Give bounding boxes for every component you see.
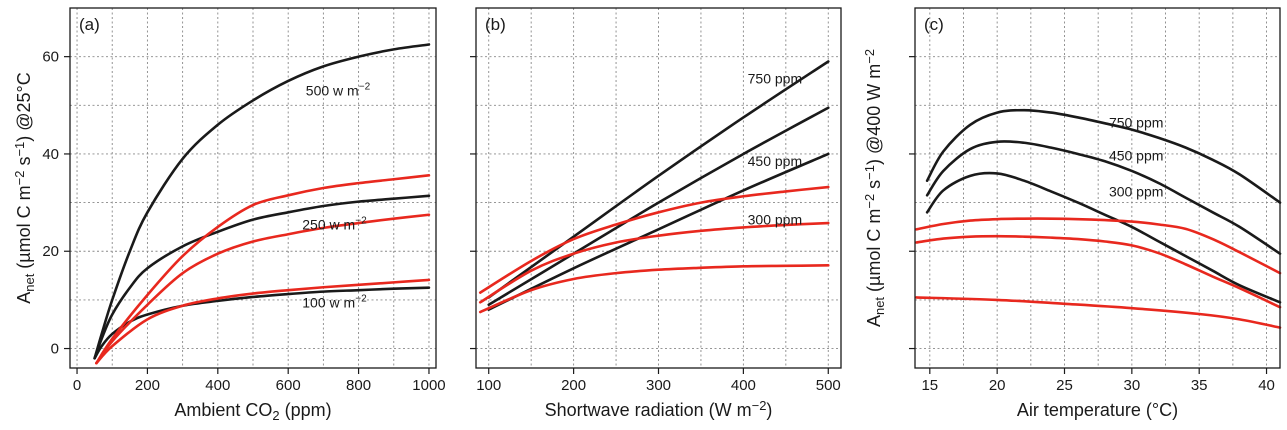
y-axis-title: Anet (µmol C m−2 s−1) @25°C bbox=[12, 72, 37, 303]
x-tick-label: 200 bbox=[561, 377, 586, 394]
curve-label: 250 w m−2 bbox=[302, 215, 367, 232]
curve-label: 750 ppm bbox=[748, 71, 802, 87]
red-series-curve bbox=[95, 174, 431, 365]
black-series-curve bbox=[93, 194, 431, 360]
curve-label: 500 w m−2 bbox=[306, 82, 371, 99]
x-tick-label: 800 bbox=[346, 377, 371, 394]
x-axis-title: Air temperature (°C) bbox=[1017, 400, 1178, 420]
x-tick-label: 35 bbox=[1191, 377, 1208, 394]
black-series-curve bbox=[93, 43, 431, 360]
curve-label: 450 ppm bbox=[748, 153, 802, 169]
x-tick-label: 300 bbox=[646, 377, 671, 394]
y-tick-label: 0 bbox=[51, 341, 59, 358]
x-tick-label: 500 bbox=[816, 377, 841, 394]
panel-label: (b) bbox=[485, 15, 506, 34]
red-series-curve bbox=[95, 213, 431, 365]
panel-b: 100 200 300 400 500 (b) 750 ppm 450 ppm 300 ppm S… bbox=[470, 7, 842, 420]
panel-a: 0 200 400 600 800 1000 0 20 40 60 (a) 500 w m−2 250 … bbox=[12, 7, 446, 423]
grid bbox=[476, 8, 841, 368]
x-tick-label: 600 bbox=[276, 377, 301, 394]
black-series-curve bbox=[487, 60, 830, 299]
red-series-curve bbox=[478, 185, 830, 294]
x-tick-label: 30 bbox=[1124, 377, 1141, 394]
x-tick-label: 400 bbox=[731, 377, 756, 394]
x-tick-label: 15 bbox=[921, 377, 938, 394]
grid bbox=[915, 8, 1280, 368]
x-axis-title: Ambient CO2 (ppm) bbox=[174, 400, 331, 423]
curve-label: 300 ppm bbox=[1109, 183, 1163, 199]
x-tick-label: 20 bbox=[989, 377, 1006, 394]
red-series-curve bbox=[915, 296, 1282, 329]
red-series-curve bbox=[478, 264, 830, 314]
black-series-curve bbox=[925, 140, 1282, 255]
curve-label: 750 ppm bbox=[1109, 114, 1163, 130]
x-tick-label: 100 bbox=[476, 377, 501, 394]
x-tick-label: 0 bbox=[73, 377, 81, 394]
x-tick-label: 25 bbox=[1056, 377, 1073, 394]
plot-frame bbox=[69, 7, 437, 369]
panel-label: (a) bbox=[79, 15, 100, 34]
black-series-curve bbox=[925, 171, 1282, 304]
panel-label: (c) bbox=[924, 15, 944, 34]
y-axis-title: Anet (µmol C m−2 s−1) @400 W m−2 bbox=[862, 49, 887, 327]
red-series-curve bbox=[915, 217, 1282, 275]
x-tick-label: 400 bbox=[205, 377, 230, 394]
plot-frame bbox=[914, 7, 1281, 369]
y-tick-label: 40 bbox=[42, 146, 59, 163]
red-series-curve bbox=[915, 234, 1282, 309]
black-series-curve bbox=[487, 106, 830, 307]
y-tick-label: 60 bbox=[42, 49, 59, 66]
grid bbox=[70, 8, 436, 368]
x-axis-title: Shortwave radiation (W m−2) bbox=[545, 398, 773, 420]
red-series-curve bbox=[95, 278, 431, 365]
curve-label: 300 ppm bbox=[748, 212, 802, 228]
curve-label: 100 w m−2 bbox=[302, 293, 367, 310]
black-series-curve bbox=[487, 152, 830, 311]
x-tick-label: 1000 bbox=[412, 377, 445, 394]
x-tick-label: 200 bbox=[135, 377, 160, 394]
black-series-curve bbox=[925, 108, 1282, 204]
y-tick-label: 20 bbox=[42, 243, 59, 260]
curve-label: 450 ppm bbox=[1109, 147, 1163, 163]
black-series-curve bbox=[93, 286, 431, 360]
red-series-curve bbox=[478, 221, 830, 304]
panel-c: 15 20 25 30 35 40 (c) 750 ppm 450 ppm 300 ppm Air … bbox=[862, 7, 1282, 420]
x-tick-label: 40 bbox=[1258, 377, 1275, 394]
